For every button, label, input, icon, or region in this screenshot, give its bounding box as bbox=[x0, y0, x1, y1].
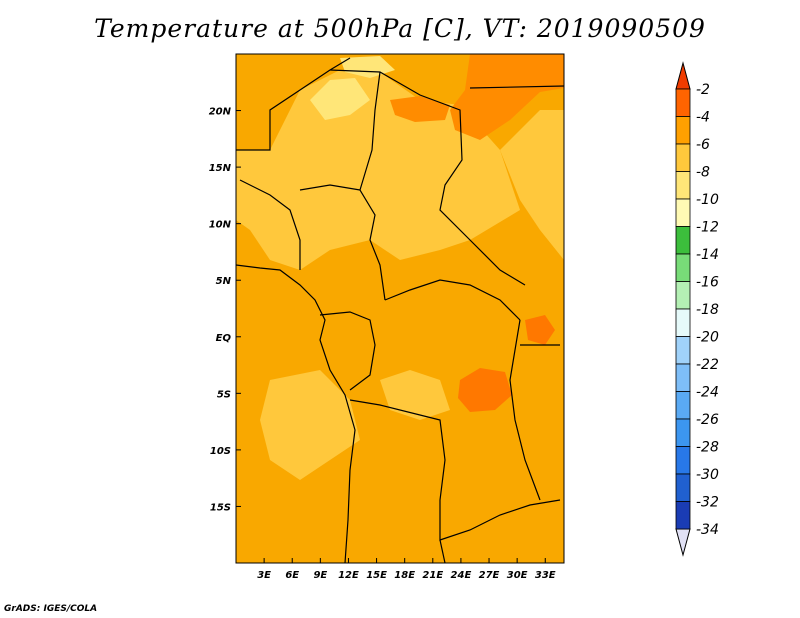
colorbar-label: -8 bbox=[696, 165, 710, 181]
lat-tick-label: 20N bbox=[209, 107, 232, 118]
colorbar-segment bbox=[675, 308, 691, 337]
colorbar-segment bbox=[675, 198, 691, 227]
colorbar-label: -20 bbox=[696, 330, 719, 346]
colorbar-label: -34 bbox=[696, 522, 719, 538]
colorbar-label: -12 bbox=[696, 220, 719, 236]
lon-tick-label: 18E bbox=[394, 570, 415, 581]
contour-light-south bbox=[260, 370, 360, 480]
lat-tick-label: 15S bbox=[210, 502, 231, 513]
lon-tick-label: 33E bbox=[535, 570, 556, 581]
colorbar-segment bbox=[675, 418, 691, 447]
lat-tick-label: 10S bbox=[210, 446, 231, 457]
lon-tick-label: 15E bbox=[366, 570, 387, 581]
colorbar-segment bbox=[675, 143, 691, 172]
lat-tick-label: 15N bbox=[209, 163, 232, 174]
latitude-axis: 20N 15N 10N 5N EQ 5S 10S 15S bbox=[209, 107, 241, 513]
colorbar-label: -30 bbox=[696, 467, 719, 483]
colorbar-label: -10 bbox=[696, 192, 719, 208]
lon-tick-label: 30E bbox=[507, 570, 528, 581]
colorbar: -2 -4 -6 -8 -10 -12 -14 -16 -18 -20 -22 -24 -26 -28 -3… bbox=[675, 61, 719, 557]
lon-tick-label: 6E bbox=[285, 570, 299, 581]
lat-tick-label: EQ bbox=[216, 333, 232, 344]
colorbar-label: -18 bbox=[696, 302, 719, 318]
colorbar-segment bbox=[675, 88, 691, 117]
colorbar-segment bbox=[675, 501, 691, 530]
lon-tick-label: 3E bbox=[257, 570, 271, 581]
colorbar-segment bbox=[675, 336, 691, 365]
colorbar-label: -4 bbox=[696, 110, 710, 126]
colorbar-segment bbox=[675, 226, 691, 255]
lon-tick-label: 27E bbox=[479, 570, 500, 581]
colorbar-segment bbox=[675, 116, 691, 145]
colorbar-over-triangle bbox=[675, 61, 691, 90]
colorbar-segment bbox=[675, 473, 691, 502]
plot-frame bbox=[235, 53, 565, 564]
lat-tick-label: 5N bbox=[216, 276, 232, 287]
colorbar-label: -32 bbox=[696, 495, 719, 511]
country-borders bbox=[236, 57, 564, 563]
lon-tick-label: 21E bbox=[422, 570, 443, 581]
lon-tick-label: 12E bbox=[338, 570, 359, 581]
colorbar-segment bbox=[675, 391, 691, 420]
grads-credit: GrADS: IGES/COLA bbox=[4, 604, 98, 614]
colorbar-label: -26 bbox=[696, 412, 719, 428]
contour-light-central bbox=[380, 370, 450, 420]
colorbar-label: -2 bbox=[696, 82, 710, 98]
contour-light-east bbox=[500, 110, 564, 260]
contour-light-north bbox=[236, 70, 520, 270]
colorbar-label: -24 bbox=[696, 385, 719, 401]
contour-warm-north-strip bbox=[390, 96, 450, 122]
colorbar-segment bbox=[675, 363, 691, 392]
contour-pale-north bbox=[310, 78, 370, 120]
contour-warm-congo bbox=[458, 368, 512, 412]
longitude-axis: 3E 6E 9E 12E 15E 18E 21E 24E 27E 30E 33E bbox=[257, 558, 556, 581]
colorbar-under-triangle bbox=[675, 528, 691, 557]
colorbar-segment bbox=[675, 253, 691, 282]
colorbar-label: -28 bbox=[696, 440, 719, 456]
temperature-field bbox=[236, 54, 564, 563]
colorbar-label: -22 bbox=[696, 357, 719, 373]
lon-tick-label: 9E bbox=[313, 570, 327, 581]
contour-warm-lakes bbox=[525, 315, 555, 345]
lat-tick-label: 5S bbox=[217, 389, 231, 400]
lat-tick-label: 10N bbox=[209, 220, 232, 231]
lon-tick-label: 24E bbox=[451, 570, 472, 581]
colorbar-label: -16 bbox=[696, 275, 719, 291]
colorbar-segment bbox=[675, 446, 691, 475]
colorbar-label: -6 bbox=[696, 137, 710, 153]
colorbar-segment bbox=[675, 281, 691, 310]
contour-warm-northeast bbox=[450, 54, 564, 140]
colorbar-label: -14 bbox=[696, 247, 719, 263]
colorbar-segment bbox=[675, 171, 691, 200]
map-title: Temperature at 500hPa [C], VT: 201909050… bbox=[94, 14, 706, 43]
